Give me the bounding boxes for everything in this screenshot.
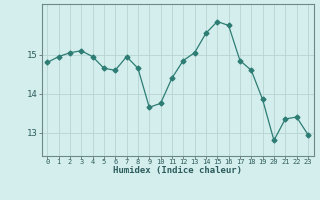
X-axis label: Humidex (Indice chaleur): Humidex (Indice chaleur) — [113, 166, 242, 175]
